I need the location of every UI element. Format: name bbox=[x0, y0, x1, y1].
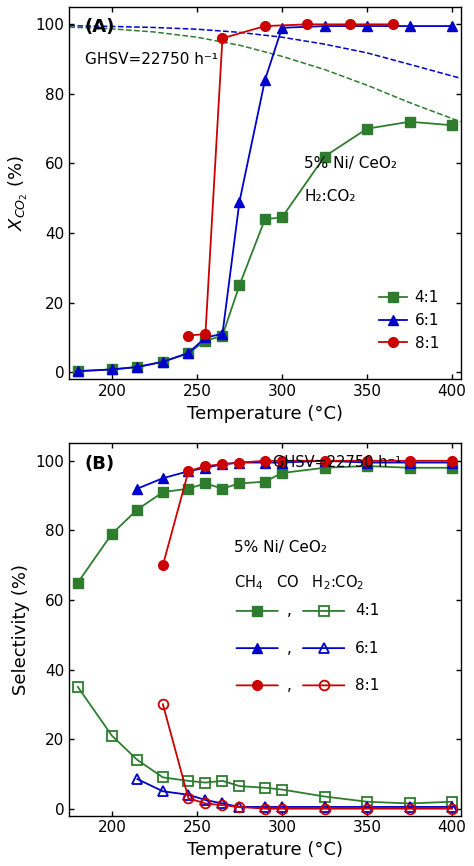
Legend: 4:1, 6:1, 8:1: 4:1, 6:1, 8:1 bbox=[374, 284, 445, 357]
Text: 6:1: 6:1 bbox=[355, 641, 380, 656]
Text: 4:1: 4:1 bbox=[355, 604, 379, 618]
X-axis label: Temperature (°C): Temperature (°C) bbox=[187, 841, 343, 859]
Text: 5% Ni/ CeO₂: 5% Ni/ CeO₂ bbox=[234, 540, 327, 555]
Y-axis label: Selectivity (%): Selectivity (%) bbox=[12, 564, 30, 695]
Text: CH$_4$   CO   H$_2$:CO$_2$: CH$_4$ CO H$_2$:CO$_2$ bbox=[234, 573, 364, 592]
Text: (B): (B) bbox=[85, 455, 115, 473]
Y-axis label: $X_{CO_2}$ (%): $X_{CO_2}$ (%) bbox=[7, 155, 30, 231]
Text: GHSV=22750 h⁻¹: GHSV=22750 h⁻¹ bbox=[85, 52, 218, 67]
Text: ,: , bbox=[286, 678, 292, 693]
Text: 5% Ni/ CeO₂: 5% Ni/ CeO₂ bbox=[304, 156, 397, 171]
Text: ,: , bbox=[286, 641, 292, 656]
Text: (A): (A) bbox=[85, 18, 115, 36]
Text: H₂:CO₂: H₂:CO₂ bbox=[304, 190, 356, 204]
Text: GHSV=22750 h⁻¹: GHSV=22750 h⁻¹ bbox=[273, 455, 401, 469]
Text: 8:1: 8:1 bbox=[355, 678, 379, 693]
Text: ,: , bbox=[286, 604, 292, 618]
X-axis label: Temperature (°C): Temperature (°C) bbox=[187, 404, 343, 423]
